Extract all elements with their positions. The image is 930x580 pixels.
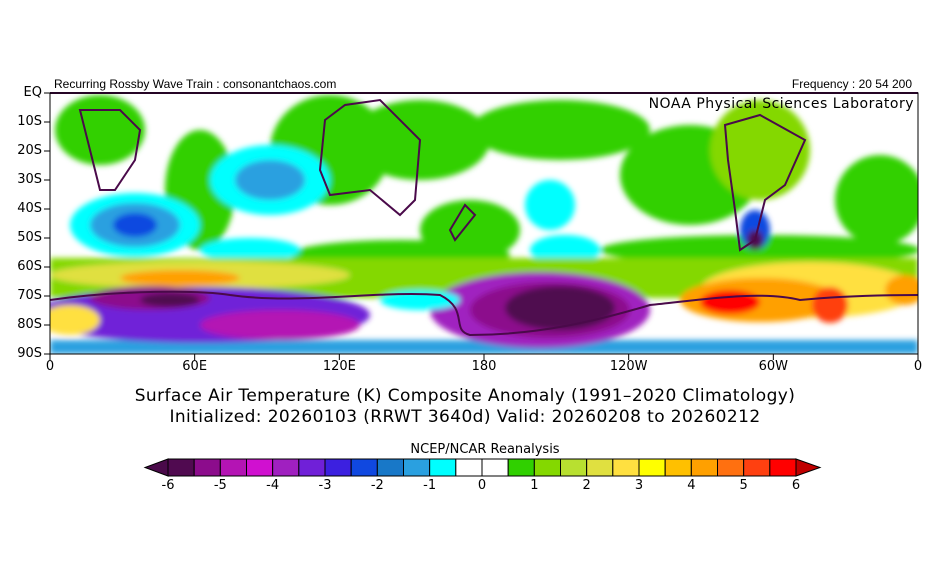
colorbar-swatch (219, 458, 247, 477)
colorbar-swatch (455, 458, 483, 477)
lat-label: 10S (17, 114, 42, 129)
frequency-text: Frequency : 20 54 200 (791, 77, 912, 91)
colorbar-tick-label: -5 (213, 478, 227, 493)
lat-label: 20S (17, 143, 42, 158)
colorbar-swatch (193, 458, 221, 477)
colorbar-swatch (167, 458, 195, 477)
lon-label: 60E (182, 359, 208, 374)
lat-label: 80S (17, 317, 42, 332)
colorbar-tick-label: -1 (423, 478, 437, 493)
colorbar-tick-label: -4 (266, 478, 280, 493)
lon-label: 0 (913, 359, 923, 374)
colorbar-swatch (717, 458, 745, 477)
colorbar-swatch (403, 458, 431, 477)
colorbar (143, 458, 822, 477)
colorbar-swatch (664, 458, 692, 477)
colorbar-swatch (507, 458, 535, 477)
colorbar-swatch (743, 458, 771, 477)
colorbar-tick-label: 6 (791, 478, 801, 493)
colorbar-swatch (612, 458, 640, 477)
colorbar-tick-label: 0 (477, 478, 487, 493)
colorbar-swatch (350, 458, 378, 477)
colorbar-over-arrow (795, 458, 822, 477)
colorbar-tick-label: 1 (530, 478, 539, 493)
colorbar-swatch (638, 458, 666, 477)
lon-label: 120W (609, 359, 648, 374)
colorbar-tick-label: -3 (318, 478, 332, 493)
colorbar-swatch (533, 458, 561, 477)
colorbar-tick-label: 5 (739, 478, 748, 493)
colorbar-under-arrow (143, 458, 169, 477)
colorbar-tick-label: -6 (161, 478, 175, 493)
header-left-text: Recurring Rossby Wave Train : consonantc… (54, 77, 337, 91)
lon-label: 180 (471, 359, 497, 374)
colorbar-swatch (690, 458, 718, 477)
colorbar-swatch (246, 458, 274, 477)
lat-label: 40S (17, 201, 42, 216)
lon-label: 120E (322, 359, 356, 374)
colorbar-swatch (324, 458, 352, 477)
lat-label: 30S (17, 172, 42, 187)
lat-label: 70S (17, 288, 42, 303)
colorbar-title: NCEP/NCAR Reanalysis (410, 442, 560, 457)
colorbar-swatch (298, 458, 326, 477)
lon-label: 60W (758, 359, 789, 374)
colorbar-tick-label: 3 (634, 478, 644, 493)
colorbar-swatch (586, 458, 614, 477)
colorbar-tick-label: 2 (582, 478, 591, 493)
lab-credit: NOAA Physical Sciences Laboratory (648, 96, 914, 112)
map-title: Surface Air Temperature (K) Composite An… (134, 386, 796, 406)
colorbar-tick-label: -2 (370, 478, 384, 493)
colorbar-swatch (429, 458, 457, 477)
colorbar-swatch (376, 458, 405, 477)
anomaly-field (50, 93, 918, 354)
colorbar-swatch (769, 458, 797, 477)
colorbar-swatch (560, 458, 588, 477)
lat-label: EQ (23, 85, 42, 100)
colorbar-swatch (272, 458, 300, 477)
lat-label: 90S (17, 346, 42, 361)
lon-label: 0 (45, 359, 55, 374)
coastlines (50, 98, 918, 337)
lat-label: 60S (17, 259, 42, 274)
lat-label: 50S (17, 230, 42, 245)
colorbar-tick-label: 4 (687, 478, 696, 493)
colorbar-swatch (481, 458, 509, 477)
map-subtitle: Initialized: 20260103 (RRWT 3640d) Valid… (169, 407, 761, 427)
